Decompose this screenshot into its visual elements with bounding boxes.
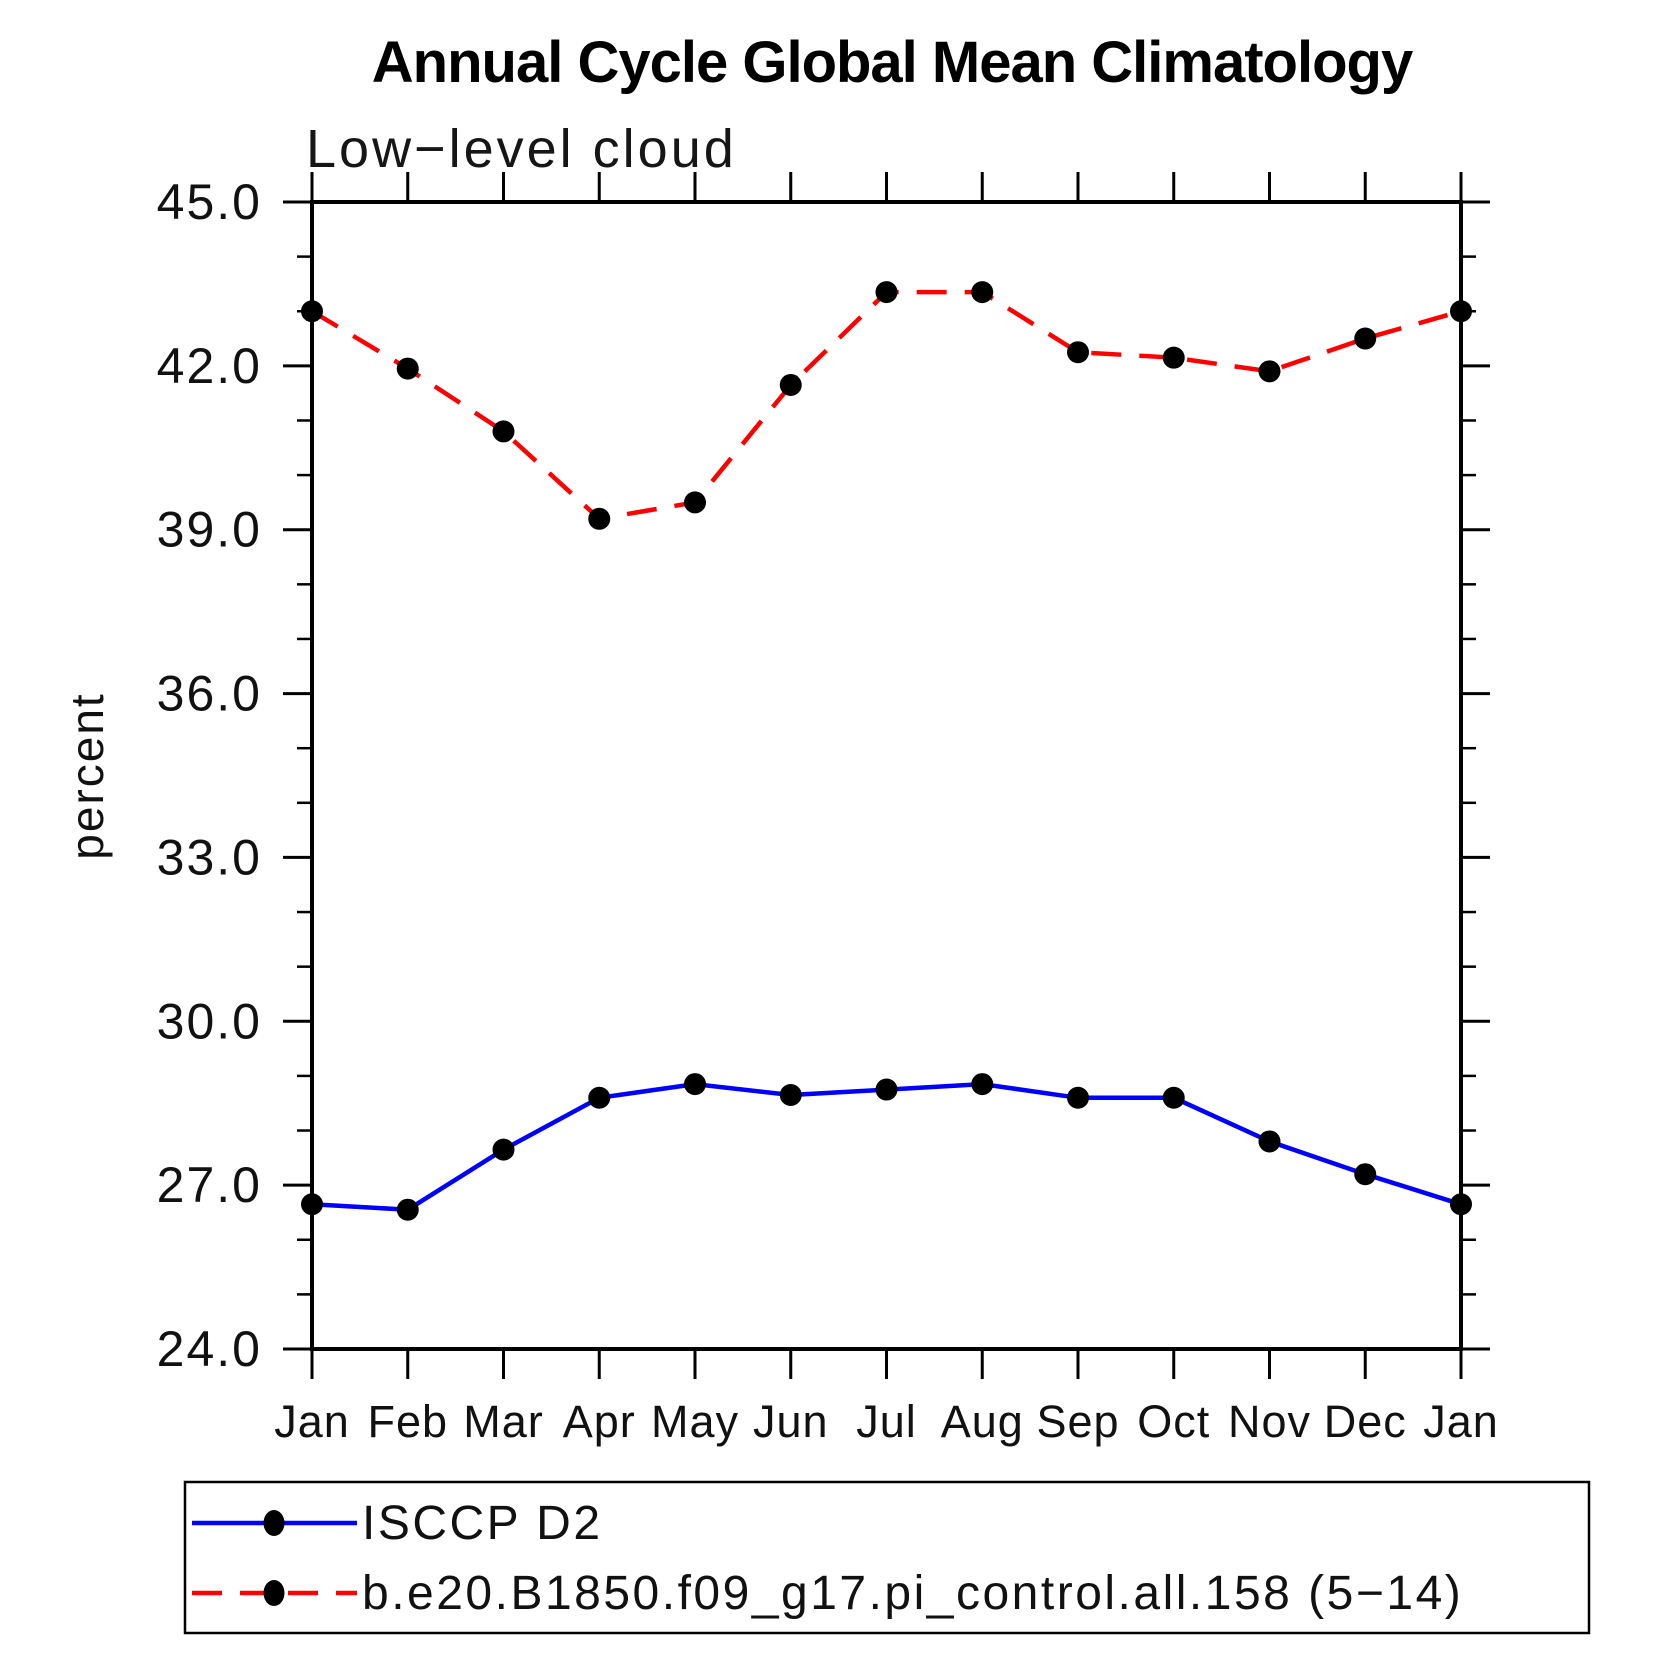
data-point bbox=[1067, 341, 1089, 364]
data-point bbox=[1162, 346, 1185, 369]
x-tick-label: Oct bbox=[1137, 1396, 1210, 1447]
y-tick-label: 39.0 bbox=[157, 502, 262, 558]
data-point bbox=[875, 281, 898, 304]
x-tick-label: Sep bbox=[1036, 1396, 1119, 1447]
data-point bbox=[684, 491, 706, 514]
data-point bbox=[684, 1073, 706, 1096]
x-tick-label: Jun bbox=[753, 1396, 829, 1447]
y-tick-label: 27.0 bbox=[157, 1157, 262, 1213]
legend-marker-icon bbox=[263, 1580, 285, 1606]
data-point bbox=[396, 1198, 419, 1221]
data-point bbox=[492, 420, 515, 443]
y-axis-label: percent bbox=[61, 692, 113, 859]
chart-title: Annual Cycle Global Mean Climatology bbox=[372, 30, 1413, 95]
plot-border bbox=[310, 200, 1463, 1351]
x-tick-label: Dec bbox=[1324, 1396, 1407, 1447]
data-point bbox=[971, 281, 994, 304]
y-tick-label: 30.0 bbox=[157, 993, 262, 1049]
series-0 bbox=[301, 1073, 1472, 1221]
data-point bbox=[1450, 1193, 1472, 1216]
y-tick-label: 45.0 bbox=[157, 174, 262, 230]
data-point bbox=[301, 300, 323, 323]
y-tick-label: 42.0 bbox=[157, 338, 262, 394]
x-tick-label: Apr bbox=[563, 1396, 636, 1447]
data-point bbox=[588, 1086, 611, 1109]
legend-marker-icon bbox=[263, 1510, 285, 1536]
x-tick-label: Mar bbox=[463, 1396, 544, 1447]
data-point bbox=[1258, 360, 1281, 383]
x-tick-label: May bbox=[651, 1396, 739, 1447]
data-point bbox=[1162, 1086, 1185, 1109]
data-point bbox=[1354, 1163, 1377, 1186]
data-point bbox=[779, 1084, 802, 1107]
legend-label-0: ISCCP D2 bbox=[362, 1497, 603, 1550]
x-tick-label: Nov bbox=[1228, 1396, 1311, 1447]
legend-box bbox=[183, 1480, 1591, 1635]
legend: ISCCP D2 b.e20.B1850.f09_g17.pi_control.a… bbox=[183, 1480, 1591, 1635]
x-tick-label: Feb bbox=[367, 1396, 448, 1447]
legend-label-1: b.e20.B1850.f09_g17.pi_control.all.158 (… bbox=[362, 1567, 1463, 1620]
data-point bbox=[779, 373, 802, 396]
x-tick-label: Jan bbox=[274, 1396, 350, 1447]
plot-box bbox=[310, 200, 1463, 1351]
data-point bbox=[588, 507, 611, 530]
y-tick-label: 33.0 bbox=[157, 829, 262, 885]
y-tick-label: 36.0 bbox=[157, 666, 262, 722]
axis-ticks bbox=[283, 172, 1490, 1379]
data-series bbox=[301, 281, 1472, 1221]
data-point bbox=[875, 1078, 898, 1101]
data-point bbox=[396, 357, 419, 380]
y-tick-label: 24.0 bbox=[157, 1321, 262, 1377]
data-point bbox=[971, 1073, 994, 1096]
axis-tick-labels: 24.0 27.0 30.0 33.0 36.0 39.0 42.0 45.0 Jan Feb Ma… bbox=[157, 174, 1499, 1447]
data-point bbox=[1067, 1086, 1089, 1109]
data-point bbox=[1354, 327, 1377, 350]
data-point bbox=[301, 1193, 323, 1216]
x-tick-label: Jul bbox=[856, 1396, 917, 1447]
data-point bbox=[1450, 300, 1472, 323]
data-point bbox=[492, 1138, 515, 1161]
data-point bbox=[1258, 1130, 1281, 1153]
series-1 bbox=[301, 281, 1472, 530]
x-tick-label: Aug bbox=[941, 1396, 1024, 1447]
chart-subtitle: Low−level cloud bbox=[306, 119, 737, 179]
x-tick-label: Jan bbox=[1423, 1396, 1499, 1447]
